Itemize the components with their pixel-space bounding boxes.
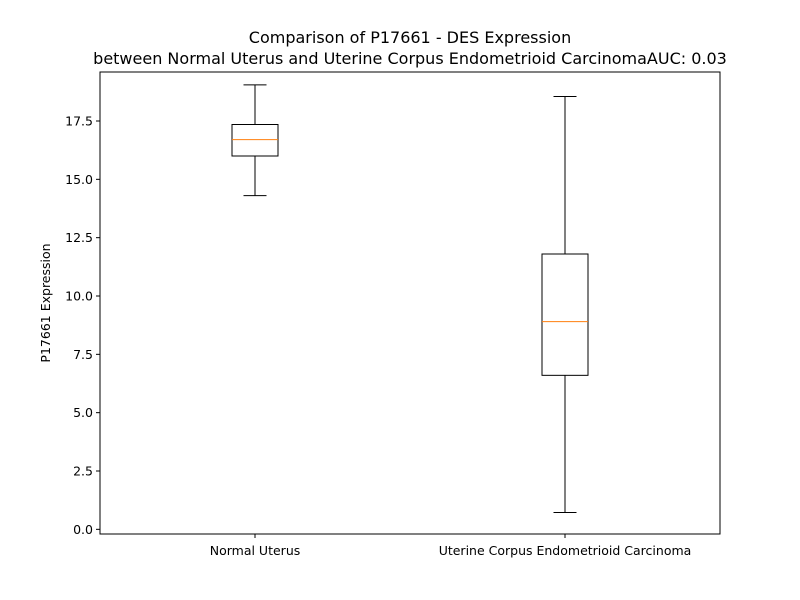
y-tick-label: 17.5	[65, 114, 93, 129]
chart-title-line-2: between Normal Uterus and Uterine Corpus…	[93, 49, 727, 68]
y-tick-label: 15.0	[65, 172, 93, 187]
y-tick-label: 0.0	[73, 522, 93, 537]
y-tick-label: 12.5	[65, 230, 93, 245]
y-tick-label: 7.5	[73, 347, 93, 362]
y-axis: 0.0 2.5 5.0 7.5 10.0 12.5 15.0 17.5	[65, 114, 100, 537]
box-group	[231, 84, 589, 514]
plot-area	[99, 71, 721, 535]
chart-title-line-1: Comparison of P17661 - DES Expression	[249, 28, 571, 47]
x-tick-label: Normal Uterus	[210, 543, 301, 558]
box-iqr	[541, 253, 589, 376]
y-axis-label: P17661 Expression	[38, 243, 53, 362]
x-axis: Normal Uterus Uterine Corpus Endometrioid…	[210, 534, 692, 558]
box-2	[541, 96, 589, 514]
x-tick-label: Uterine Corpus Endometrioid Carcinoma	[439, 543, 692, 558]
box-1	[231, 84, 279, 197]
y-tick-label: 2.5	[73, 464, 93, 479]
y-tick-label: 10.0	[65, 289, 93, 304]
box-iqr	[231, 124, 279, 157]
y-tick-label: 5.0	[73, 405, 93, 420]
